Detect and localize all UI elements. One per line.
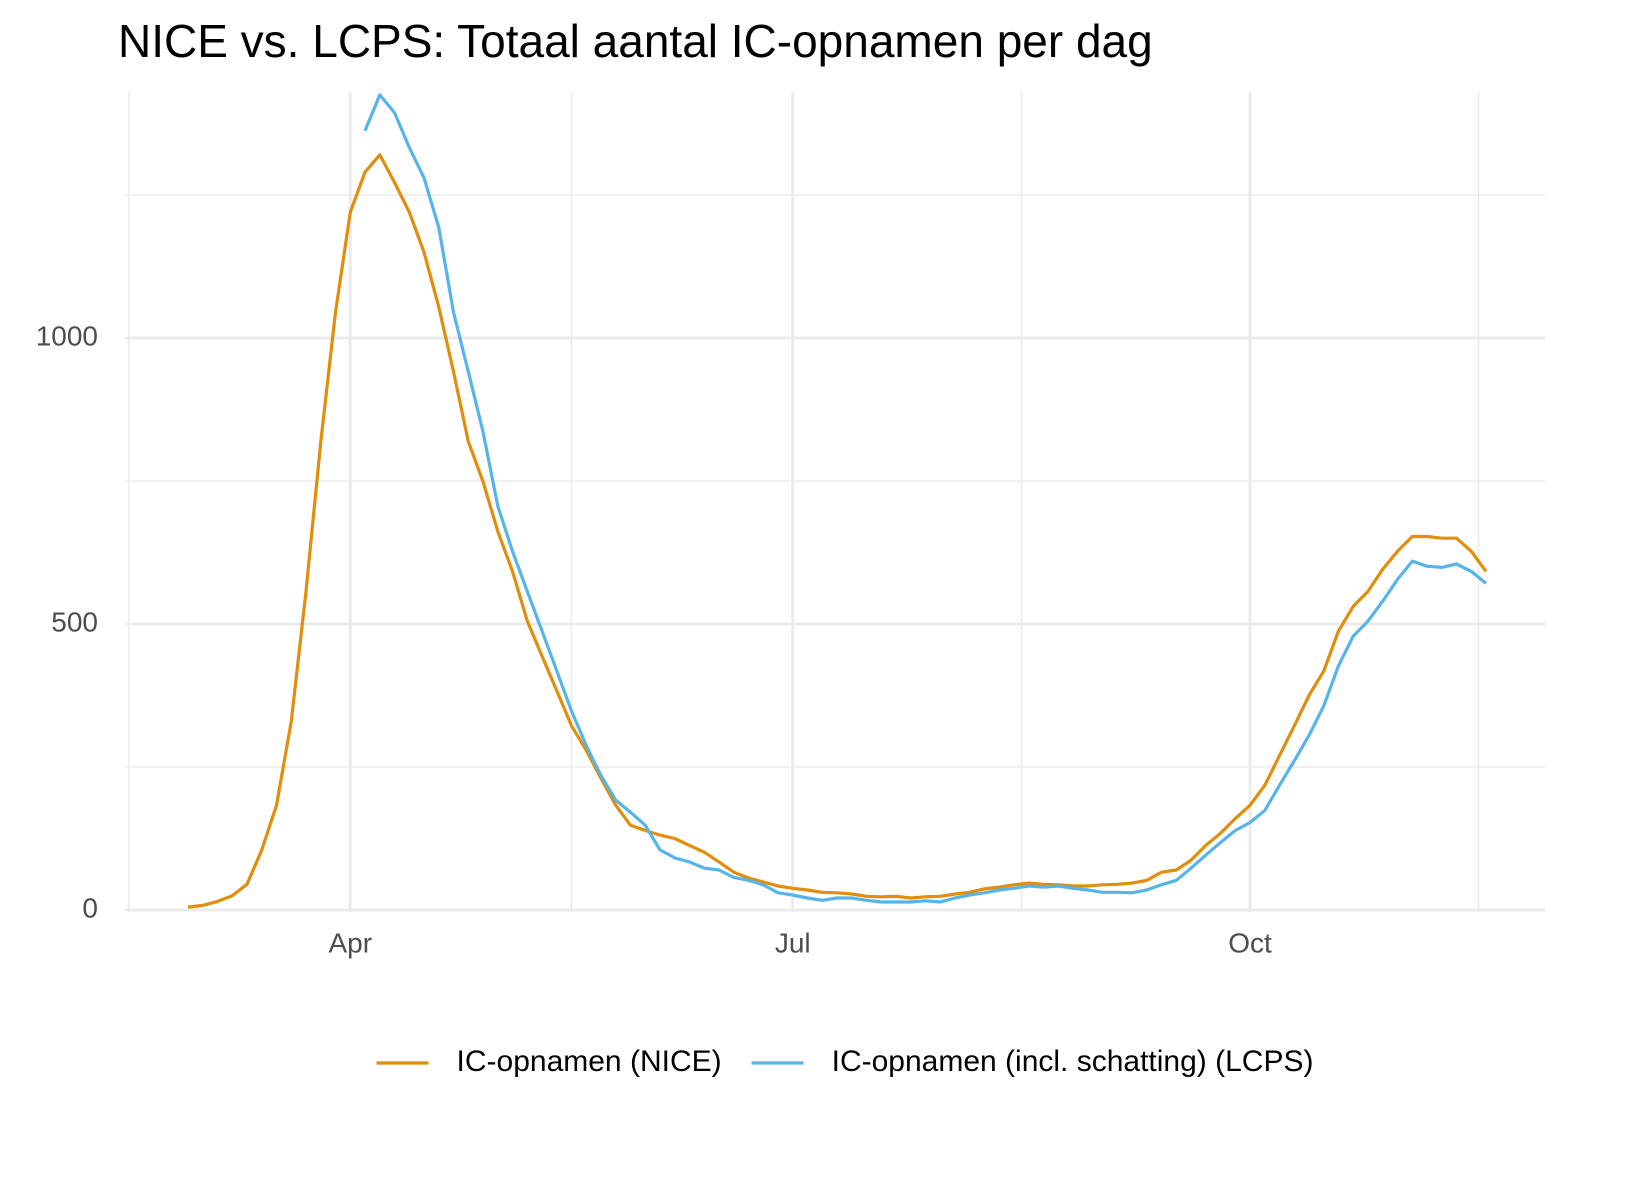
legend: IC-opnamen (NICE) IC-opnamen (incl. schat… xyxy=(376,1045,1314,1078)
y-tick-label: 0 xyxy=(82,892,98,923)
data-line xyxy=(187,153,1488,909)
x-tick-label: Jul xyxy=(775,927,811,958)
x-tick-label: Apr xyxy=(328,927,372,958)
y-tick-label: 1000 xyxy=(36,320,98,351)
y-tick-label: 500 xyxy=(51,606,98,637)
data-line xyxy=(363,93,1488,904)
legend-label: IC-opnamen (incl. schatting) (LCPS) xyxy=(832,1045,1314,1078)
chart-title: NICE vs. LCPS: Totaal aantal IC-opnamen … xyxy=(118,15,1153,67)
legend-label: IC-opnamen (NICE) xyxy=(457,1045,722,1078)
x-tick-label: Oct xyxy=(1228,927,1272,958)
